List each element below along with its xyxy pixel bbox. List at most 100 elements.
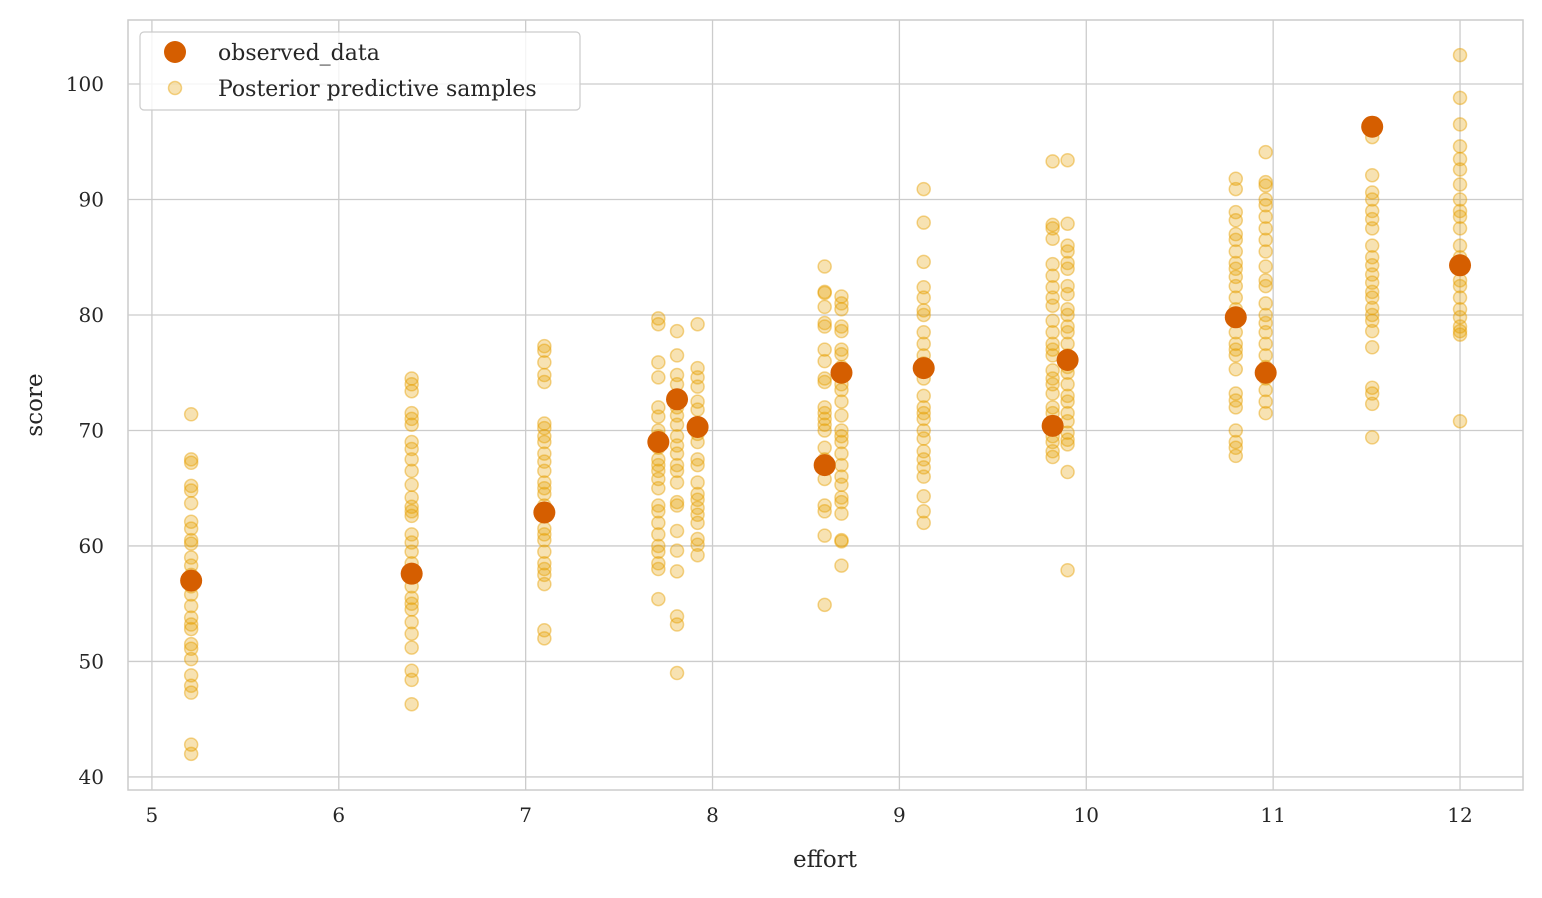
posterior-sample-point — [1364, 275, 1380, 290]
posterior-sample-point — [537, 420, 552, 436]
posterior-sample-point — [1364, 267, 1380, 282]
tick-labels: 5 6 7 8 9 10 11 12 40 50 60 70 80 90 100 — [66, 72, 1473, 827]
posterior-sample-point — [1060, 432, 1075, 447]
posterior-sample-point — [834, 342, 849, 357]
observed-point — [1041, 414, 1064, 437]
posterior-sample-point — [669, 475, 685, 490]
posterior-sample-point — [404, 508, 419, 524]
posterior-sample-point — [183, 536, 199, 551]
posterior-sample-point — [834, 469, 849, 484]
y-tick-label: 40 — [79, 765, 104, 789]
posterior-sample-point — [1060, 307, 1075, 323]
posterior-sample-point — [537, 446, 552, 461]
posterior-sample-point — [183, 514, 199, 529]
posterior-sample-point — [1228, 362, 1244, 377]
posterior-sample-point — [537, 463, 552, 479]
posterior-sample-point — [1364, 396, 1380, 412]
posterior-sample-point — [537, 343, 552, 359]
posterior-sample-point — [916, 515, 931, 531]
posterior-sample-point — [404, 626, 419, 641]
posterior-sample-point — [1452, 310, 1468, 325]
posterior-sample-point — [651, 463, 666, 479]
posterior-sample-point — [651, 480, 666, 496]
posterior-sample-point — [183, 550, 199, 565]
posterior-sample-point — [537, 544, 552, 559]
posterior-sample-point — [1045, 325, 1060, 340]
posterior-sample-point — [1452, 162, 1468, 177]
posterior-sample-point — [537, 486, 552, 502]
posterior-sample-point — [1060, 152, 1075, 168]
posterior-sample-point — [1060, 301, 1075, 317]
posterior-sample-point — [404, 411, 419, 427]
posterior-sample-point — [1452, 221, 1468, 236]
posterior-sample-point — [817, 342, 832, 357]
posterior-sample-point — [690, 547, 705, 563]
posterior-sample-point — [1045, 313, 1060, 328]
posterior-sample-point — [183, 495, 199, 511]
posterior-sample-point — [916, 405, 931, 421]
posterior-sample-point — [1060, 278, 1075, 294]
posterior-sample-point — [537, 567, 552, 583]
posterior-sample-point — [817, 315, 832, 331]
posterior-sample-point — [183, 598, 199, 614]
posterior-sample-point — [916, 215, 931, 230]
posterior-sample-point — [183, 521, 199, 536]
posterior-sample-point — [916, 303, 931, 318]
posterior-sample-point — [1045, 371, 1060, 386]
posterior-sample-point — [669, 564, 685, 579]
posterior-sample-point — [916, 336, 931, 352]
posterior-sample-point — [1364, 185, 1380, 200]
posterior-sample-point — [1228, 440, 1244, 456]
posterior-sample-point — [916, 431, 931, 446]
posterior-sample-point — [669, 428, 685, 444]
posterior-sample-point — [537, 561, 552, 577]
posterior-sample-point — [1228, 204, 1244, 220]
posterior-sample-point — [916, 423, 931, 438]
posterior-sample-point — [404, 377, 419, 392]
posterior-sample-point — [404, 544, 419, 559]
posterior-sample-point — [669, 417, 685, 432]
posterior-sample-point — [669, 457, 685, 473]
posterior-sample-point — [651, 556, 666, 571]
posterior-sample-point — [404, 417, 419, 432]
posterior-sample-point — [1060, 244, 1075, 259]
posterior-sample-point — [1045, 386, 1060, 401]
posterior-sample-point — [916, 280, 931, 295]
posterior-sample-point — [537, 576, 552, 592]
posterior-sample-point — [916, 325, 931, 340]
observed-point — [1224, 306, 1247, 329]
posterior-sample-point — [404, 499, 419, 514]
posterior-sample-point — [1452, 238, 1468, 253]
posterior-sample-point — [916, 307, 931, 323]
legend-marker-observed — [164, 41, 186, 63]
posterior-sample-point — [537, 428, 552, 444]
posterior-sample-point — [404, 663, 419, 678]
posterior-sample-point — [1045, 221, 1060, 236]
x-tick-label: 11 — [1260, 803, 1285, 827]
observed-points — [180, 115, 1472, 592]
posterior-sample-point — [1452, 203, 1468, 219]
posterior-sample-point — [834, 534, 849, 549]
posterior-sample-point — [1452, 413, 1468, 429]
posterior-sample-point — [834, 558, 849, 573]
posterior-sample-point — [651, 498, 666, 513]
posterior-sample-point — [1452, 151, 1468, 167]
posterior-sample-point — [537, 532, 552, 548]
posterior-sample-point — [817, 299, 832, 315]
posterior-sample-point — [183, 737, 199, 752]
posterior-sample-point — [1045, 342, 1060, 357]
posterior-sample-point — [183, 668, 199, 683]
posterior-sample-point — [916, 469, 931, 484]
posterior-sample-point — [834, 423, 849, 438]
posterior-sample-point — [404, 602, 419, 617]
posterior-sample-point — [817, 498, 832, 513]
posterior-sample-point — [817, 319, 832, 334]
posterior-sample-point — [537, 416, 552, 431]
posterior-sample-point — [183, 483, 199, 498]
posterior-sample-point — [404, 590, 419, 606]
posterior-sample-point — [1228, 226, 1244, 242]
posterior-sample-point — [1452, 209, 1468, 225]
posterior-sample-point — [1258, 198, 1273, 213]
posterior-sample-point — [1452, 177, 1468, 192]
